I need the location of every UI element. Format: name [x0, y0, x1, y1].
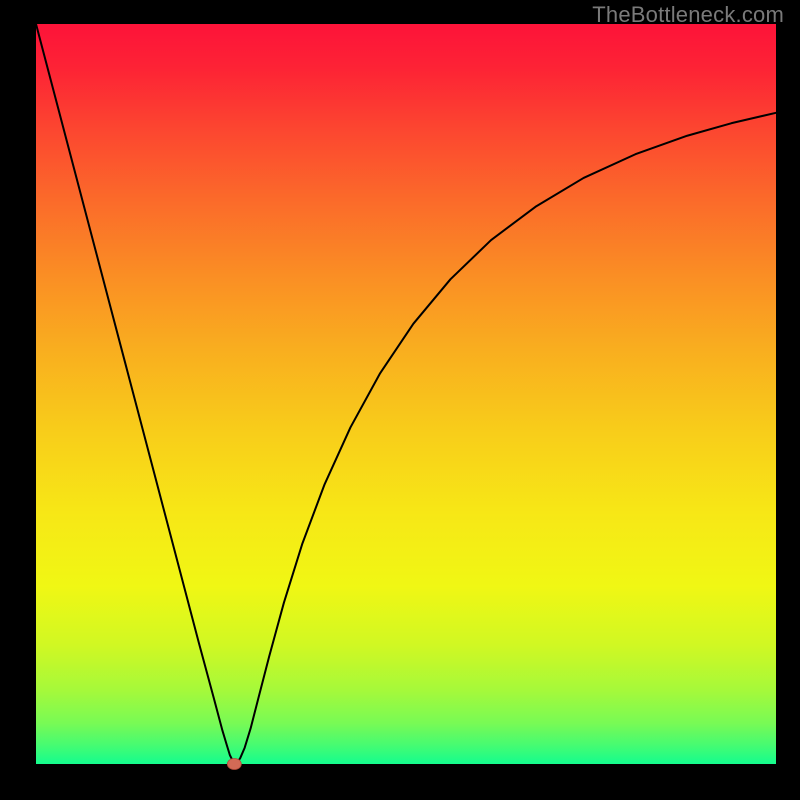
optimum-marker	[227, 759, 241, 770]
chart-container: TheBottleneck.com	[0, 0, 800, 800]
watermark-text: TheBottleneck.com	[592, 2, 784, 28]
plot-area	[36, 24, 776, 764]
bottleneck-chart	[0, 0, 800, 800]
